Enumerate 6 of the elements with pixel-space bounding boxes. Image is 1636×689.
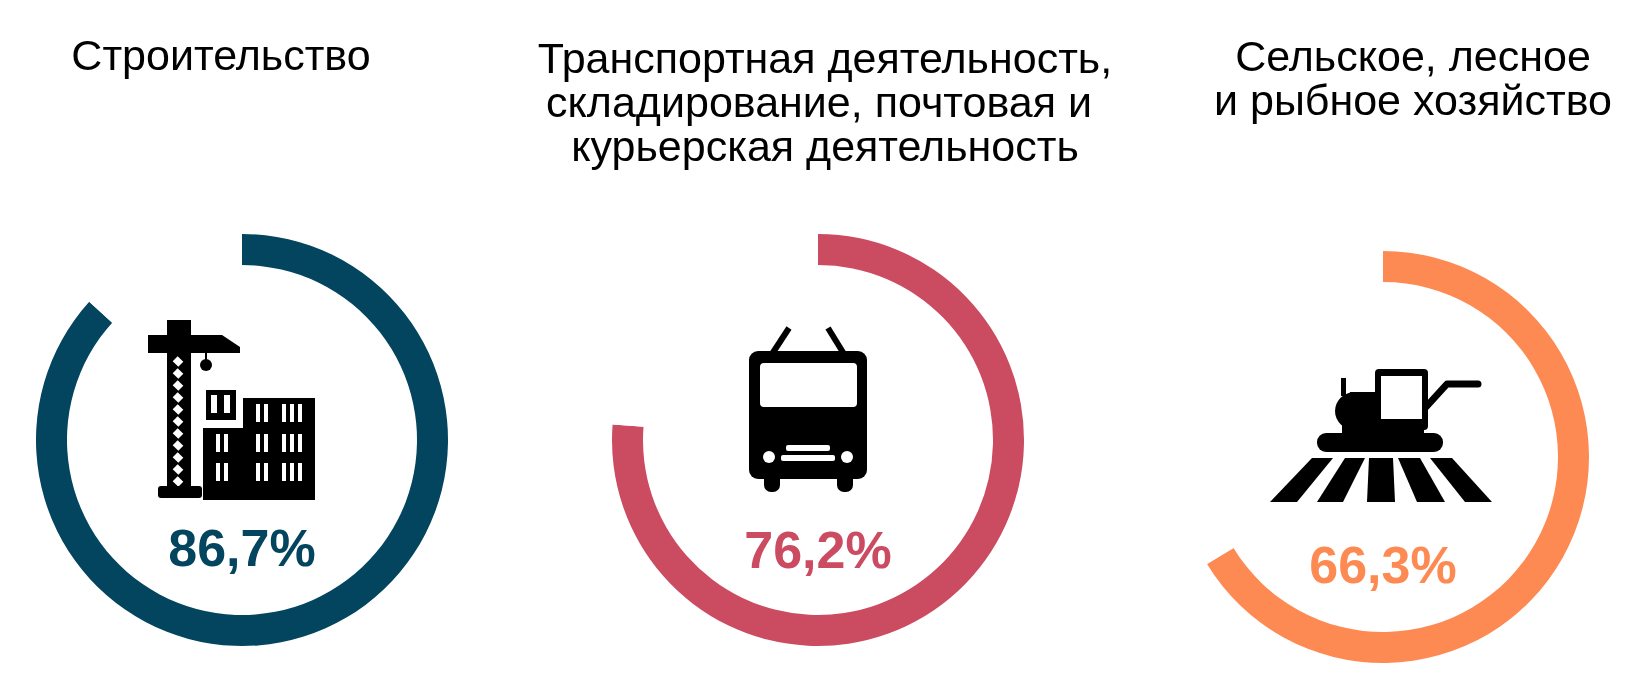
data-label: 66,3% bbox=[1309, 536, 1457, 594]
chart-title: Сельское, лесное и рыбное хозяйство bbox=[1214, 32, 1612, 124]
chart-title: Транспортная деятельность, складирование, почтовая и курьерская деятельность bbox=[537, 34, 1113, 170]
chart-title: Строительство bbox=[71, 31, 371, 79]
data-label: 76,2% bbox=[744, 521, 892, 579]
data-label: 86,7% bbox=[168, 519, 316, 577]
